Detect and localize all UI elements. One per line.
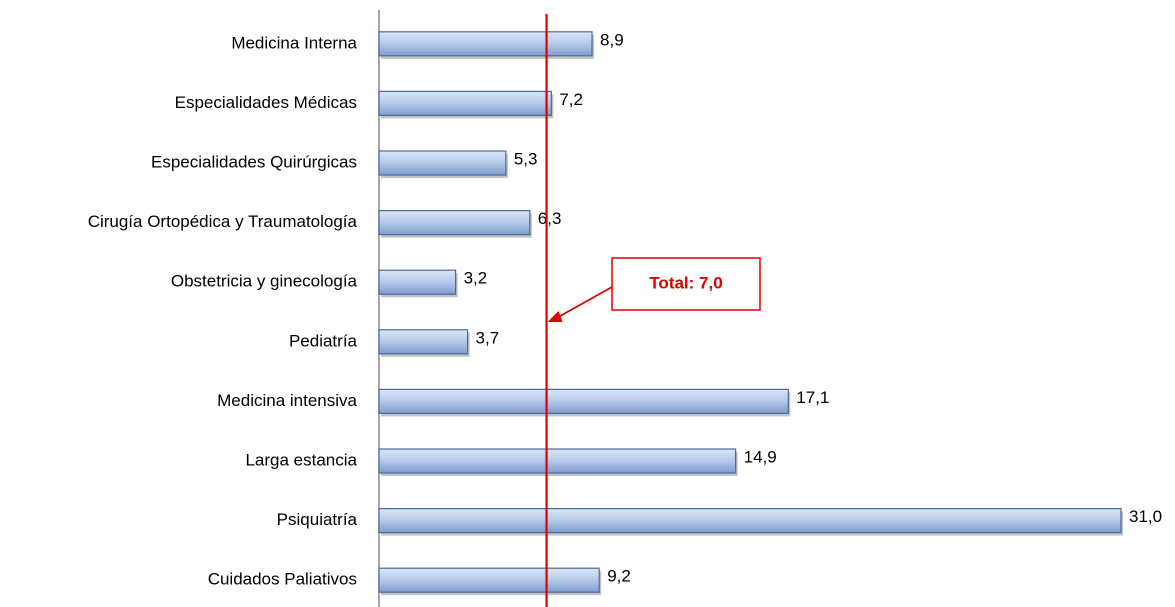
value-label: 7,2 xyxy=(559,90,583,109)
value-label: 8,9 xyxy=(600,30,624,49)
y-tick-label: Especialidades Quirúrgicas xyxy=(151,152,357,171)
value-label: 17,1 xyxy=(796,388,829,407)
y-tick-label: Larga estancia xyxy=(245,450,357,469)
bar xyxy=(378,269,457,295)
value-label: 5,3 xyxy=(514,149,538,168)
bar xyxy=(378,567,600,593)
bar xyxy=(378,90,552,117)
bar xyxy=(378,210,531,236)
bar xyxy=(378,388,789,414)
y-tick-label: Obstetricia y ginecología xyxy=(171,272,358,291)
annotation-box xyxy=(611,257,761,311)
value-label: 3,2 xyxy=(464,269,488,288)
value-label: 31,0 xyxy=(1129,507,1162,526)
bar xyxy=(378,448,737,474)
value-label: 9,2 xyxy=(607,567,631,586)
bar xyxy=(378,31,593,57)
y-tick-label: Medicina intensiva xyxy=(217,391,357,410)
value-label: 3,7 xyxy=(476,328,500,347)
y-tick-label: Especialidades Médicas xyxy=(175,93,357,112)
arrow-head xyxy=(547,311,563,322)
annotation-arrow xyxy=(556,286,613,319)
annotation-label: Total: 7,0 xyxy=(649,273,722,292)
y-tick-label: Psiquiatría xyxy=(277,510,358,529)
bar xyxy=(378,508,1122,534)
y-tick-label: Medicina Interna xyxy=(231,33,357,52)
y-tick-label: Cuidados Paliativos xyxy=(208,570,357,589)
value-label: 6,3 xyxy=(538,209,562,228)
bar xyxy=(378,329,469,355)
bar xyxy=(378,150,507,176)
value-label: 14,9 xyxy=(744,447,777,466)
y-tick-label: Pediatría xyxy=(289,331,358,350)
y-tick-label: Cirugía Ortopédica y Traumatología xyxy=(88,212,358,231)
